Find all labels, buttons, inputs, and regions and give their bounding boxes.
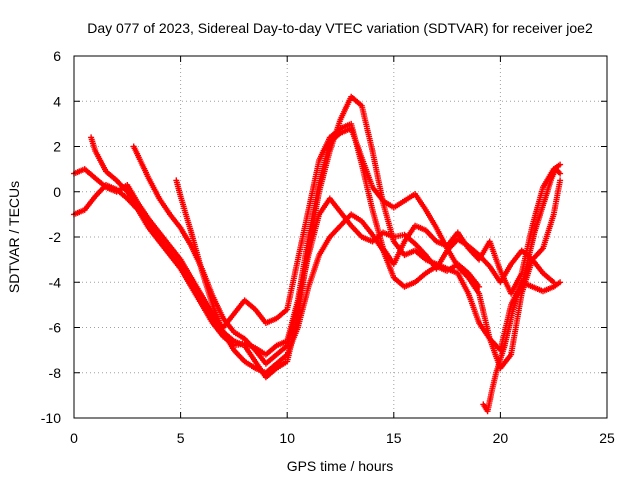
x-tick-label: 20 bbox=[493, 430, 509, 446]
y-tick-label: -10 bbox=[41, 410, 61, 426]
x-tick-label: 0 bbox=[70, 430, 78, 446]
tick-labels: 0 5 10 15 20 25 -10 -8 -6 -4 -2 0 2 4 6 bbox=[41, 48, 615, 446]
y-tick-label: -6 bbox=[49, 320, 62, 336]
series-track-e bbox=[173, 177, 483, 376]
x-tick-label: 15 bbox=[386, 430, 402, 446]
y-tick-label: 6 bbox=[53, 48, 61, 64]
x-tick-label: 5 bbox=[177, 430, 185, 446]
series-markers bbox=[480, 166, 564, 415]
series-track-d bbox=[130, 143, 557, 367]
y-tick-label: -4 bbox=[49, 274, 62, 290]
series-track-f bbox=[480, 166, 564, 415]
y-axis-label: SDTVAR / TECUs bbox=[6, 181, 22, 293]
y-tick-label: 4 bbox=[53, 93, 61, 109]
series-markers bbox=[173, 177, 483, 376]
chart-title: Day 077 of 2023, Sidereal Day-to-day VTE… bbox=[87, 20, 593, 36]
series-markers bbox=[130, 143, 557, 367]
series-track-c bbox=[88, 120, 564, 331]
y-tick-label: -2 bbox=[49, 229, 62, 245]
x-tick-label: 10 bbox=[279, 430, 295, 446]
y-tick-label: 0 bbox=[53, 184, 61, 200]
data-points bbox=[71, 93, 564, 415]
x-tick-label: 25 bbox=[599, 430, 615, 446]
series-markers bbox=[88, 120, 564, 331]
y-tick-label: 2 bbox=[53, 139, 61, 155]
x-axis-label: GPS time / hours bbox=[287, 458, 394, 474]
y-tick-label: -8 bbox=[49, 365, 62, 381]
plot-frame bbox=[73, 55, 608, 419]
